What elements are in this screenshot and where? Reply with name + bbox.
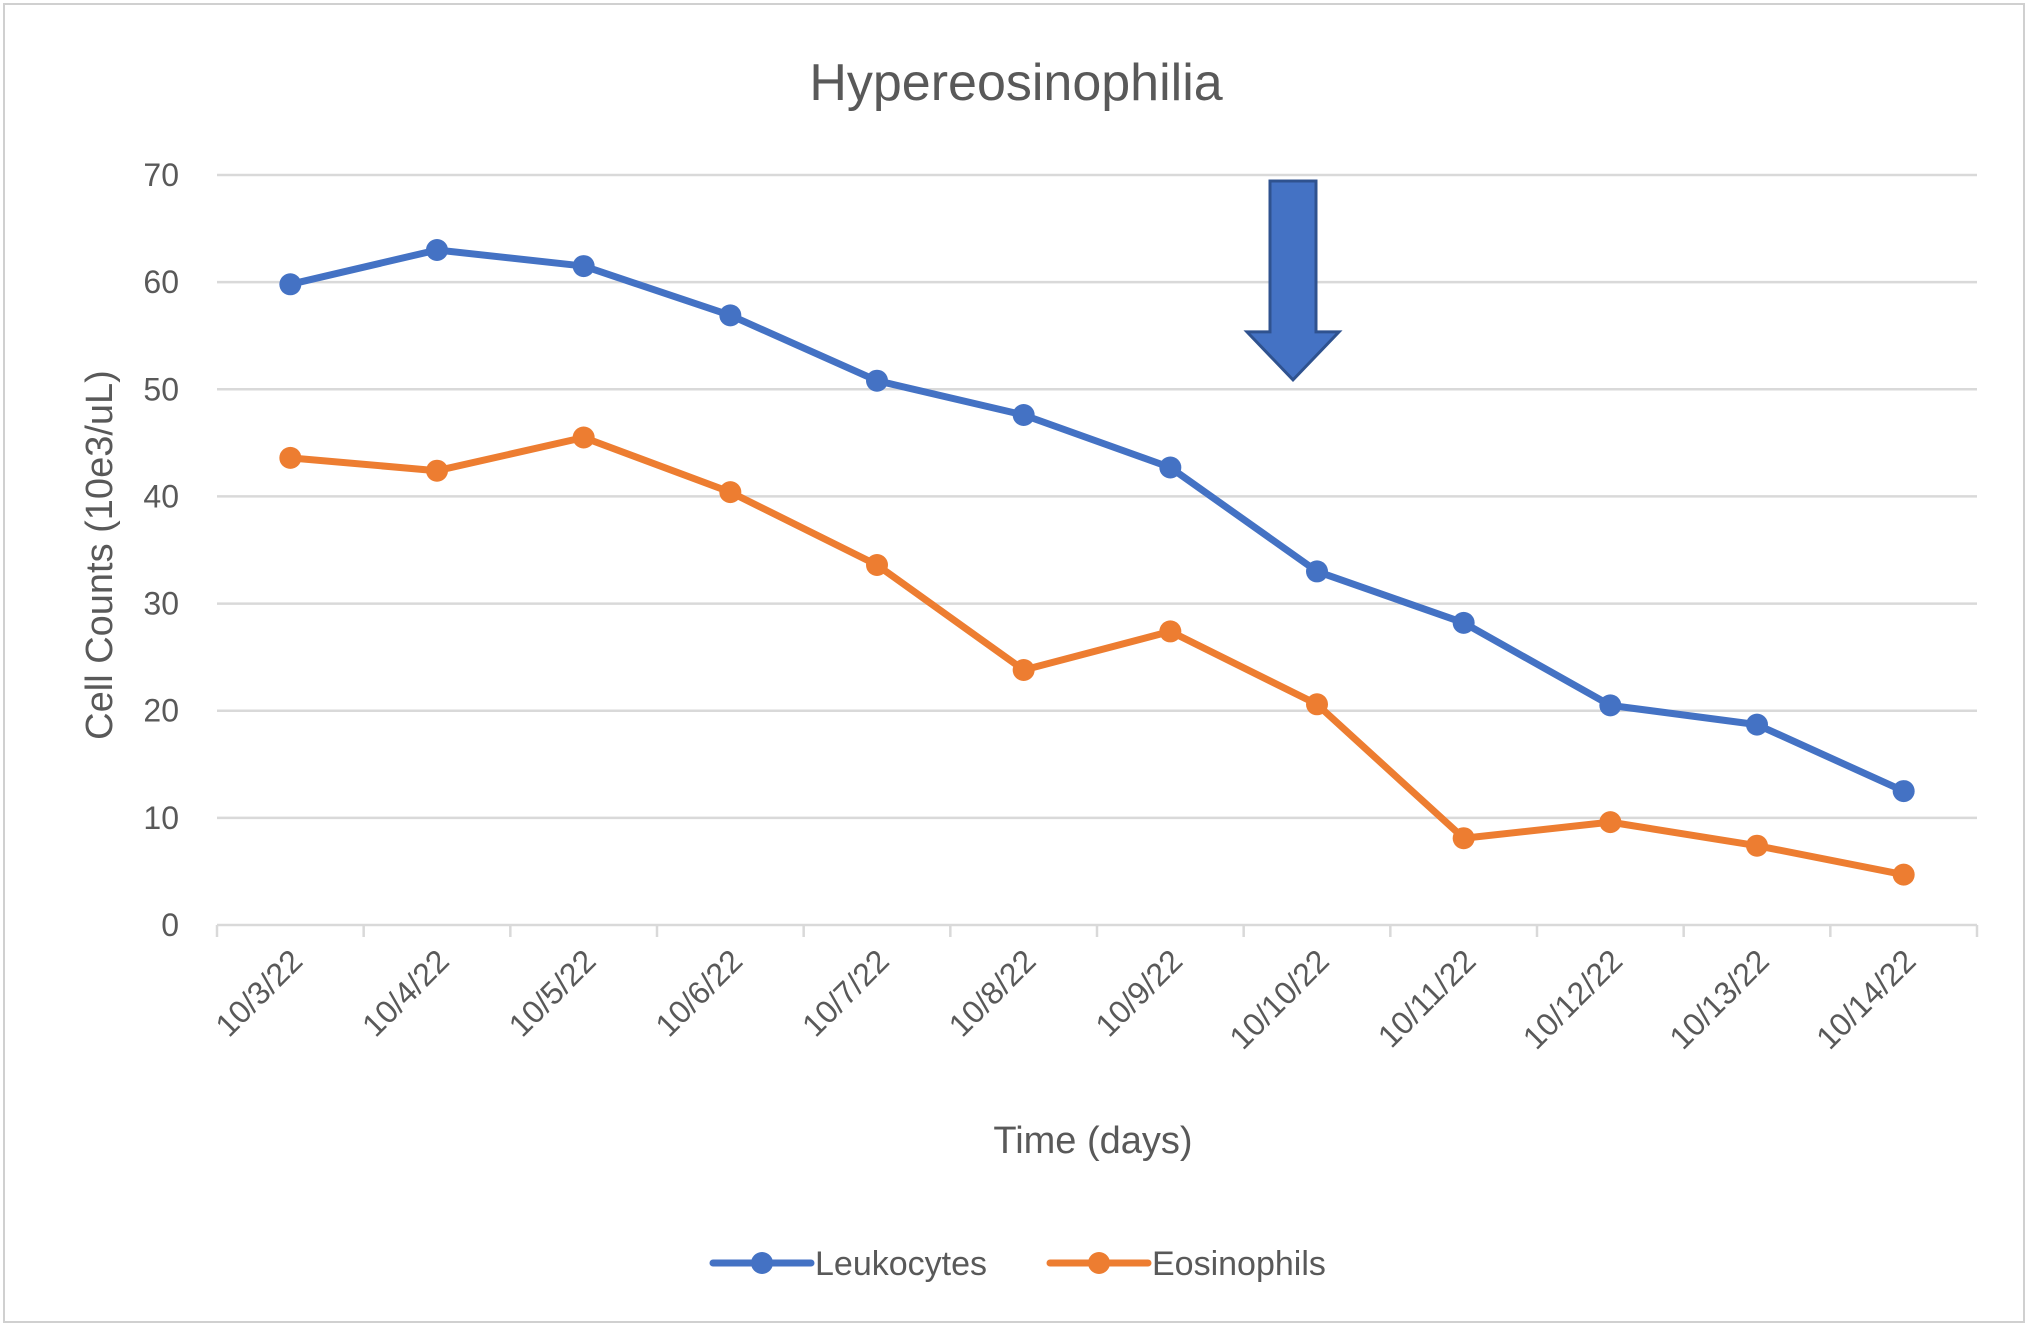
x-tick-label: 10/7/22 (795, 942, 896, 1043)
eosinophils-point (1012, 659, 1035, 681)
y-tick-label: 70 (143, 157, 179, 193)
x-tick-label: 10/6/22 (648, 942, 749, 1043)
leukocytes-line (286, 246, 1908, 795)
leukocytes-point (1452, 611, 1475, 634)
x-tick-label: 10/12/22 (1516, 942, 1630, 1056)
x-tick-label: 10/10/22 (1222, 942, 1336, 1056)
eosinophils-point (1452, 827, 1475, 850)
eosinophils-point (1892, 863, 1915, 886)
y-tick-label: 30 (143, 586, 179, 622)
eosinophils-point (426, 459, 448, 482)
x-axis-tick-labels: 10/3/22 10/4/22 10/5/22 10/6/22 10/7/22 10/8/… (208, 942, 1922, 1056)
x-tick-label: 10/14/22 (1809, 942, 1923, 1056)
x-tick-label: 10/5/22 (502, 942, 603, 1043)
legend-leukocytes-swatch-marker (751, 1252, 773, 1274)
eosinophils-point (279, 446, 302, 469)
down-arrow-annotation (1243, 179, 1343, 383)
eosinophils-point (1599, 811, 1622, 834)
x-axis (215, 923, 1979, 937)
leukocytes-point (1012, 404, 1035, 426)
eosinophils-point (1306, 693, 1328, 716)
eosinophils-point (1746, 834, 1768, 857)
y-tick-label: 10 (143, 800, 179, 836)
leukocytes-point (426, 239, 448, 261)
leukocytes-point (1159, 456, 1182, 479)
leukocytes-point (1892, 780, 1915, 803)
eosinophils-point (1159, 620, 1182, 643)
eosinophils-point (572, 426, 595, 449)
line-chart: Hypereosinophilia 0 10 20 30 40 50 60 70 10/3/2… (79, 54, 1979, 1283)
chart-title: Hypereosinophilia (809, 54, 1222, 112)
leukocytes-point (1746, 713, 1768, 736)
legend-eosinophils-swatch-marker (1088, 1252, 1110, 1274)
x-tick-label: 10/8/22 (942, 942, 1043, 1043)
y-axis-title: Cell Counts (10e3/uL) (79, 370, 121, 740)
y-tick-label: 50 (143, 371, 179, 407)
y-tick-label: 20 (143, 693, 179, 729)
legend-eosinophils-label: Eosinophils (1152, 1245, 1326, 1283)
leukocytes-point (719, 304, 742, 327)
leukocytes-point (866, 369, 888, 392)
y-tick-label: 40 (143, 478, 179, 514)
leukocytes-point (572, 255, 595, 278)
legend: Leukocytes Eosinophils (709, 1245, 1326, 1283)
chart-frame: Hypereosinophilia 0 10 20 30 40 50 60 70 10/3/2… (3, 3, 2025, 1323)
series-markers (279, 239, 1915, 886)
x-tick-label: 10/9/22 (1088, 942, 1189, 1043)
x-tick-label: 10/11/22 (1371, 942, 1483, 1054)
gridlines (217, 173, 1977, 820)
legend-leukocytes-label: Leukocytes (815, 1245, 987, 1283)
eosinophils-point (866, 554, 888, 576)
x-tick-label: 10/3/22 (208, 942, 309, 1043)
x-axis-title: Time (days) (993, 1120, 1192, 1162)
y-axis-tick-labels: 0 10 20 30 40 50 60 70 (143, 157, 179, 943)
series-lines (286, 246, 1908, 879)
annotation (1243, 179, 1343, 383)
leukocytes-point (1306, 560, 1328, 583)
y-tick-label: 0 (161, 907, 179, 943)
eosinophils-line (286, 434, 1908, 879)
eosinophils-point (719, 481, 742, 504)
leukocytes-point (1599, 694, 1622, 717)
x-tick-label: 10/13/22 (1662, 942, 1776, 1056)
leukocytes-point (279, 273, 302, 296)
x-tick-label: 10/4/22 (355, 942, 456, 1043)
y-tick-label: 60 (143, 264, 179, 300)
